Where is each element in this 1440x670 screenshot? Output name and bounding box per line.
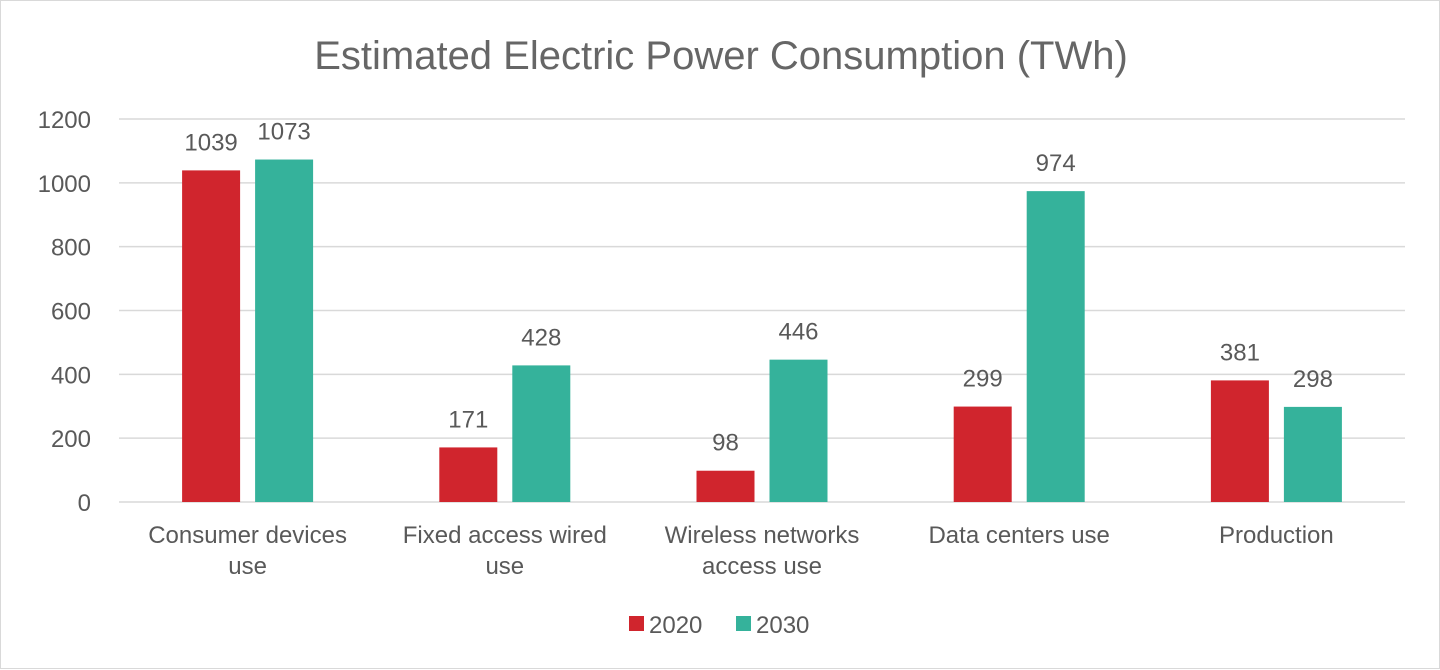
bar-2020 [1210, 380, 1269, 502]
data-labels: 1039 1073 171 428 98 446 299 974 381 298 [184, 119, 1333, 457]
category-label: use [485, 553, 524, 580]
x-axis-category-labels: Consumer devices use Fixed access wired use… [148, 522, 1334, 580]
bar-2030 [512, 365, 571, 502]
bar-2020 [953, 406, 1012, 502]
legend-swatch-2030 [736, 616, 751, 631]
y-tick-label: 1000 [38, 171, 91, 198]
y-tick-label: 400 [51, 362, 91, 389]
legend-swatch-2020 [629, 616, 644, 631]
data-label: 974 [1036, 150, 1076, 177]
data-label: 298 [1293, 366, 1333, 393]
data-label: 446 [778, 319, 818, 346]
data-label: 299 [963, 366, 1003, 393]
gridlines [119, 118, 1405, 503]
category-label: Consumer devices [148, 522, 347, 549]
y-axis-tick-labels: 0 200 400 600 800 1000 1200 [38, 107, 91, 517]
bar-2020 [439, 447, 498, 502]
data-label: 381 [1220, 339, 1260, 366]
legend-label: 2030 [756, 612, 809, 639]
y-tick-label: 600 [51, 299, 91, 326]
category-label: Fixed access wired [403, 522, 607, 549]
category-label: Production [1219, 522, 1334, 549]
data-label: 171 [448, 406, 488, 433]
bar-2030 [769, 359, 828, 502]
bar-2030 [255, 159, 314, 502]
y-tick-label: 800 [51, 235, 91, 262]
data-label: 98 [712, 430, 739, 457]
bar-2030 [1026, 191, 1085, 503]
data-label: 1073 [257, 119, 310, 146]
legend: 2020 2030 [629, 612, 809, 639]
y-tick-label: 0 [78, 490, 91, 517]
category-label: Wireless networks [665, 522, 860, 549]
bar-2020 [696, 470, 755, 502]
bar-2030 [1283, 406, 1342, 502]
legend-label: 2020 [649, 612, 702, 639]
data-label: 428 [521, 324, 561, 351]
chart-title: Estimated Electric Power Consumption (TW… [314, 34, 1128, 78]
bar-2020 [182, 170, 241, 502]
category-label: access use [702, 553, 822, 580]
data-label: 1039 [184, 129, 237, 156]
category-label: Data centers use [928, 522, 1109, 549]
bars [182, 159, 1342, 503]
category-label: use [228, 553, 267, 580]
y-tick-label: 200 [51, 426, 91, 453]
y-tick-label: 1200 [38, 107, 91, 134]
